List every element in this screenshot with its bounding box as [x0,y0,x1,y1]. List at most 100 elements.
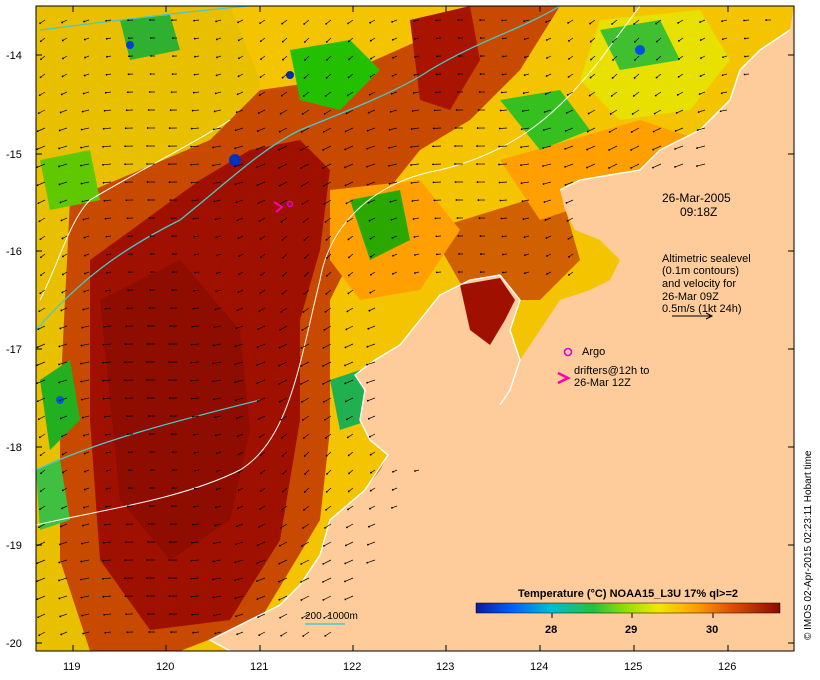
velocity-arrow-head [345,544,347,547]
velocity-arrow-head [323,112,326,115]
velocity-arrow [60,199,68,203]
velocity-arrow-head [257,112,260,115]
velocity-arrow-head [125,325,128,328]
velocity-arrow [39,505,46,510]
lat-tick: -18 [6,442,22,454]
velocity-arrow-head [148,523,150,525]
velocity-arrow-head [148,91,151,93]
velocity-arrow [304,235,310,241]
velocity-arrow-head [238,471,240,474]
velocity-arrow-head [634,59,636,61]
velocity-arrow-head [170,433,173,436]
velocity-arrow-head [150,469,152,471]
velocity-arrow-head [191,199,194,202]
velocity-arrow [105,217,112,220]
velocity-arrow-head [172,55,174,58]
velocity-arrow-head [256,598,259,601]
velocity-arrow-head [40,274,42,277]
velocity-arrow-head [260,256,262,259]
velocity-arrow-head [391,236,394,239]
velocity-arrow [257,181,266,186]
velocity-arrow-head [744,55,746,58]
velocity-arrow-head [38,220,41,223]
velocity-arrow [81,127,90,130]
velocity-arrow-head [322,580,324,583]
velocity-arrow-head [125,109,128,112]
velocity-arrow-head [194,253,196,256]
velocity-arrow-head [589,40,592,43]
velocity-arrow-head [80,380,83,383]
velocity-arrow [83,91,90,94]
velocity-arrow [191,559,200,562]
velocity-arrow-head [194,55,196,58]
velocity-arrow-head [124,163,126,166]
velocity-arrow [303,307,310,313]
velocity-arrow [281,91,288,96]
velocity-arrow-head [80,182,83,185]
velocity-arrow-head [302,95,305,97]
velocity-arrow [212,577,222,580]
velocity-arrow-head [369,21,372,24]
velocity-arrow [412,109,420,112]
velocity-arrow-head [455,199,458,201]
velocity-arrow-head [36,148,39,151]
velocity-arrow-head [564,165,566,168]
velocity-arrow [282,73,288,78]
lat-tick: -15 [6,149,22,161]
velocity-arrow-head [392,254,394,257]
velocity-arrow-head [216,272,218,275]
velocity-arrow [522,109,530,112]
velocity-arrow [82,523,90,526]
velocity-arrow-head [302,221,305,223]
velocity-arrow-head [80,146,83,149]
velocity-arrow [258,415,266,420]
velocity-arrow-head [501,19,504,22]
velocity-arrow [543,127,552,131]
velocity-arrow [104,325,112,328]
velocity-arrow [104,199,112,202]
lat-tick: -19 [6,540,22,552]
velocity-arrow-head [479,19,482,21]
velocity-arrow-head [721,20,724,23]
velocity-arrow-head [281,76,284,79]
velocity-arrow-head [281,292,284,295]
velocity-arrow-head [566,93,569,96]
velocity-arrow [389,181,398,185]
velocity-arrow-head [62,57,64,60]
velocity-arrow-head [170,631,173,634]
velocity-arrow-head [236,93,239,96]
velocity-arrow [325,433,332,439]
velocity-arrow-head [369,291,372,294]
velocity-arrow-head [106,55,108,58]
velocity-arrow [235,379,244,383]
velocity-arrow-head [348,274,350,277]
velocity-arrow [587,127,596,132]
velocity-arrow-head [150,253,152,255]
velocity-arrow [236,325,244,329]
velocity-arrow-head [524,56,526,59]
velocity-arrow-head [61,291,64,294]
velocity-arrow [61,631,68,635]
velocity-arrow-head [322,598,325,601]
velocity-arrow [566,109,574,114]
velocity-arrow-head [721,74,724,77]
velocity-arrow [278,577,288,583]
velocity-arrow-head [238,57,240,60]
velocity-arrow [369,91,376,96]
drifter-line: drifters@12h to [574,365,649,377]
velocity-arrow [368,199,376,204]
velocity-arrow-head [124,343,127,346]
velocity-arrow [81,145,90,148]
velocity-arrow [61,307,68,311]
velocity-arrow [191,343,200,346]
velocity-arrow [302,325,310,331]
velocity-arrow-head [282,256,284,259]
velocity-arrow-head [80,362,82,365]
velocity-arrow-head [103,325,106,328]
velocity-arrow-head [369,507,371,510]
velocity-arrow-head [256,400,259,403]
velocity-arrow-head [37,418,40,421]
velocity-arrow [259,91,266,96]
velocity-arrow-head [280,526,282,529]
velocity-arrow-head [214,632,217,635]
